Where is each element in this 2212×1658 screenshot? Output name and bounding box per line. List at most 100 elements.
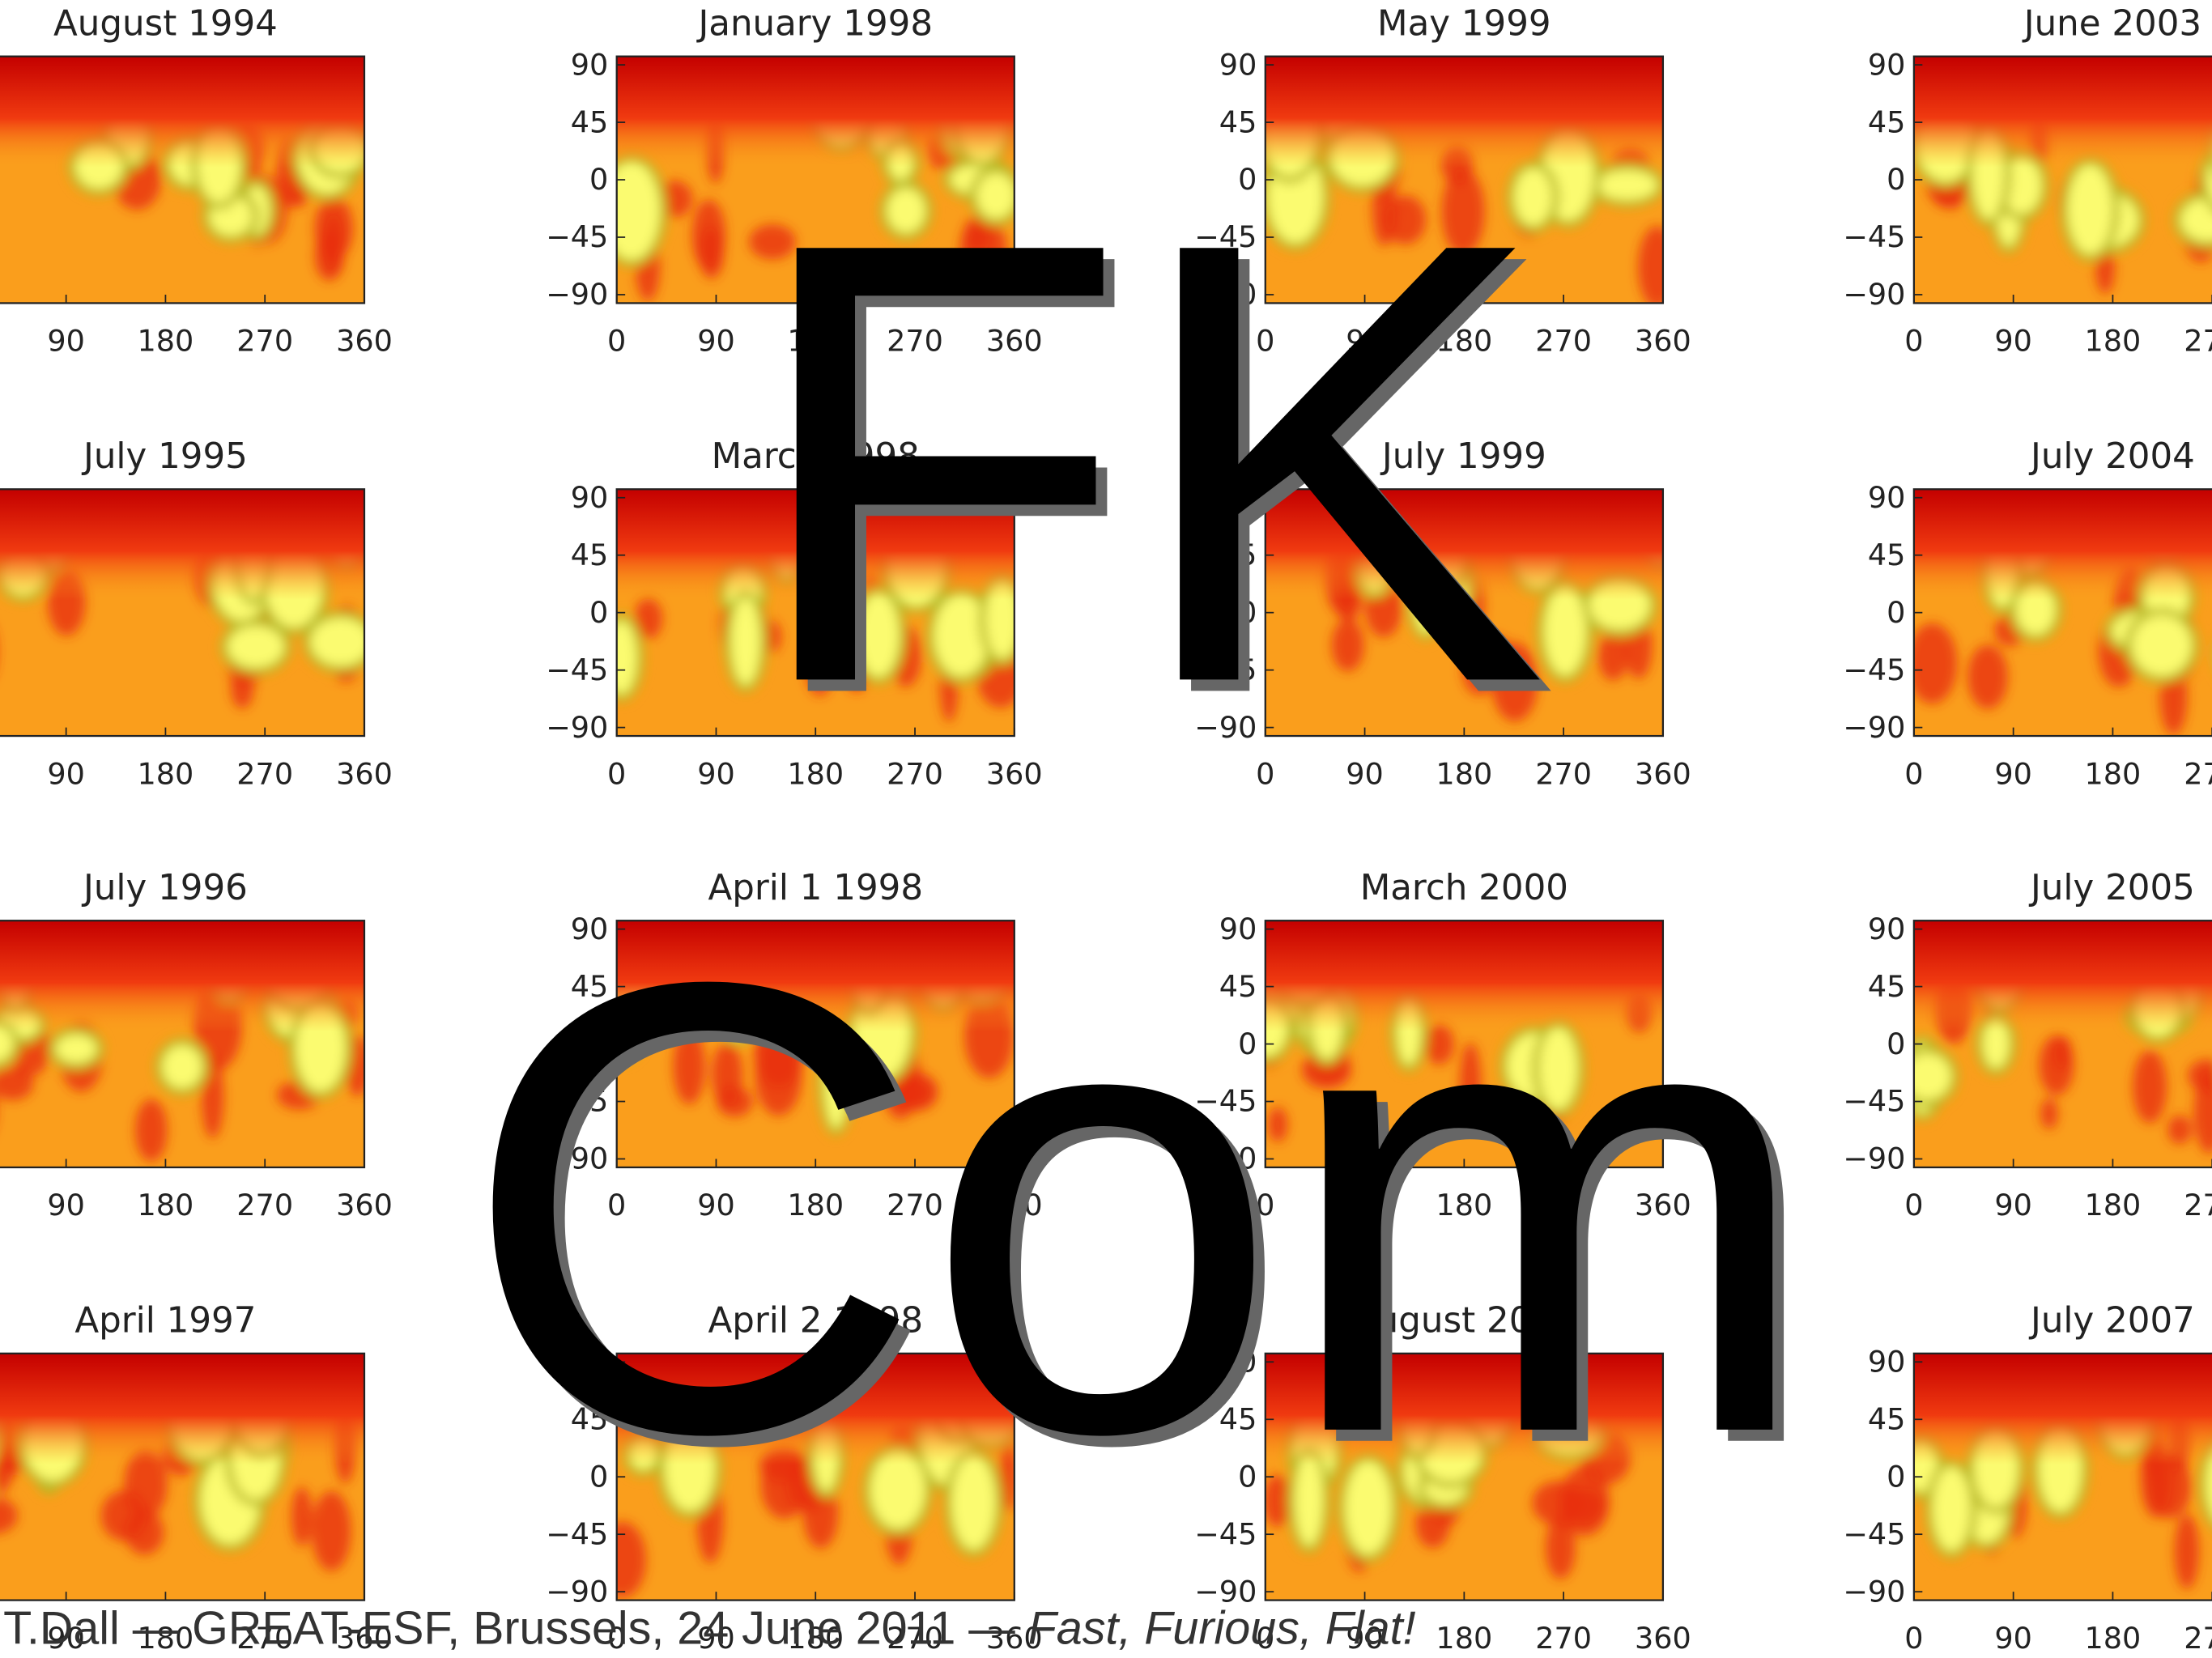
footer-emphasis: Fast, Furious, Flat!	[1028, 1603, 1416, 1655]
top-band	[0, 1354, 364, 1601]
top-band	[0, 489, 364, 736]
x-tick-label: 180	[138, 1188, 194, 1222]
x-tick-label: 360	[1635, 756, 1691, 791]
y-tick-label: 0	[1887, 1027, 1905, 1061]
x-tick-label: 360	[1635, 324, 1691, 359]
y-tick-label: 0	[589, 595, 608, 630]
x-tick-label: 270	[1535, 1621, 1592, 1656]
y-tick-label: −90	[1843, 710, 1905, 745]
x-tick-label: 270	[236, 324, 293, 359]
x-tick-label: 0	[1904, 324, 1923, 359]
y-tick-label: 90	[1868, 47, 1906, 82]
y-tick-label: 45	[1868, 538, 1906, 572]
y-tick-label: 45	[1868, 969, 1906, 1004]
y-tick-label: 90	[1868, 1344, 1906, 1379]
x-tick-label: 180	[2085, 324, 2142, 359]
x-tick-label: 360	[336, 324, 393, 359]
x-tick-label: 180	[138, 324, 194, 359]
map-panel: July 1996 90 180 270 360	[0, 868, 393, 1222]
footer: T.Dall — GREAT-ESF, Brussels, 24 June 20…	[3, 1603, 1415, 1655]
panel-title: January 1998	[696, 4, 933, 45]
x-tick-label: 90	[1994, 756, 2032, 791]
x-tick-label: 180	[2085, 1188, 2142, 1222]
y-tick-label: −45	[1843, 1516, 1905, 1551]
x-tick-label: 90	[697, 756, 735, 791]
y-tick-label: 45	[1868, 1401, 1906, 1436]
y-tick-label: 45	[571, 104, 609, 139]
overlay-subtitle: Com	[460, 849, 1814, 1566]
map-image	[0, 1354, 364, 1601]
x-tick-label: 360	[336, 1188, 393, 1222]
y-tick-label: 90	[1868, 912, 1906, 946]
x-tick-label: 180	[2085, 756, 2142, 791]
top-band	[1914, 57, 2212, 304]
map-panel: July 1995 90 180 270 360	[0, 436, 393, 791]
y-tick-label: −45	[1843, 219, 1905, 254]
x-tick-label: 360	[336, 756, 393, 791]
x-tick-label: 0	[607, 324, 626, 359]
map-image	[0, 919, 371, 1167]
map-image	[0, 489, 378, 736]
panel-title: July 2005	[2028, 868, 2195, 908]
top-band	[0, 920, 364, 1167]
panel-title: April 1997	[74, 1301, 256, 1341]
y-tick-label: 0	[589, 162, 608, 197]
overlay-title: FK	[745, 112, 1546, 813]
x-tick-label: 270	[2184, 1188, 2212, 1222]
x-tick-label: 90	[697, 324, 735, 359]
y-tick-label: −45	[546, 219, 608, 254]
x-tick-label: 270	[236, 1188, 293, 1222]
y-tick-label: −90	[1843, 1141, 1905, 1176]
y-tick-label: −90	[1843, 277, 1905, 312]
top-band	[1914, 489, 2212, 736]
panel-title: August 1994	[53, 4, 278, 45]
footer-text: T.Dall — GREAT-ESF, Brussels, 24 June 20…	[3, 1603, 1028, 1655]
x-tick-label: 90	[1994, 1621, 2032, 1656]
panel-title: May 1999	[1377, 4, 1551, 45]
y-tick-label: 90	[1219, 47, 1257, 82]
map-panel: June 2003 90 45 0 −45 −90 0 90 180 270	[1843, 4, 2212, 359]
panel-title: July 2007	[2028, 1301, 2195, 1341]
y-tick-label: 0	[1887, 162, 1905, 197]
panel-title: July 1995	[81, 436, 248, 477]
panel-title: July 2004	[2028, 436, 2195, 477]
page: {"panels":[ {"title":"August 1994","ytic…	[0, 0, 2212, 1658]
y-tick-label: −45	[1843, 1084, 1905, 1119]
x-tick-label: 270	[236, 756, 293, 791]
x-tick-label: 180	[138, 756, 194, 791]
y-tick-label: 90	[571, 47, 609, 82]
y-tick-label: 45	[1868, 104, 1906, 139]
map-panel: July 2007 90 45 0 −45 −90 0 90 180 270	[1843, 1301, 2212, 1656]
y-tick-label: 45	[571, 538, 609, 572]
x-tick-label: 180	[1436, 1621, 1492, 1656]
y-tick-label: −90	[546, 710, 608, 745]
x-tick-label: 270	[2184, 756, 2212, 791]
y-tick-label: 0	[1887, 1459, 1905, 1494]
x-tick-label: 0	[607, 756, 626, 791]
map-image	[1907, 489, 2212, 736]
map-panel: August 1994 90 180 270 360	[0, 4, 393, 359]
map-panel: July 200490450−45−90090180270	[1843, 436, 2212, 791]
x-tick-label: 0	[1904, 1621, 1923, 1656]
panel-title: June 2003	[2022, 4, 2201, 45]
x-tick-label: 90	[47, 756, 85, 791]
panel-title: July 1996	[81, 868, 248, 908]
map-image	[1897, 1354, 2212, 1601]
y-tick-label: −90	[546, 277, 608, 312]
x-tick-label: 180	[2085, 1621, 2142, 1656]
x-tick-label: 90	[47, 1188, 85, 1222]
x-tick-label: 90	[47, 324, 85, 359]
y-tick-label: −45	[1843, 653, 1905, 687]
x-tick-label: 0	[1904, 756, 1923, 791]
slide: August 1994 90 180 270 360 January 1998 90 45 0 −…	[0, 0, 2212, 1658]
x-tick-label: 270	[2184, 1621, 2212, 1656]
y-tick-label: −90	[1843, 1574, 1905, 1609]
top-band	[1914, 920, 2212, 1167]
x-tick-label: 270	[2184, 324, 2212, 359]
top-band	[0, 57, 364, 304]
x-tick-label: 90	[1994, 324, 2032, 359]
y-tick-label: 0	[1887, 595, 1905, 630]
y-tick-label: 90	[571, 480, 609, 515]
map-image	[1910, 57, 2212, 304]
